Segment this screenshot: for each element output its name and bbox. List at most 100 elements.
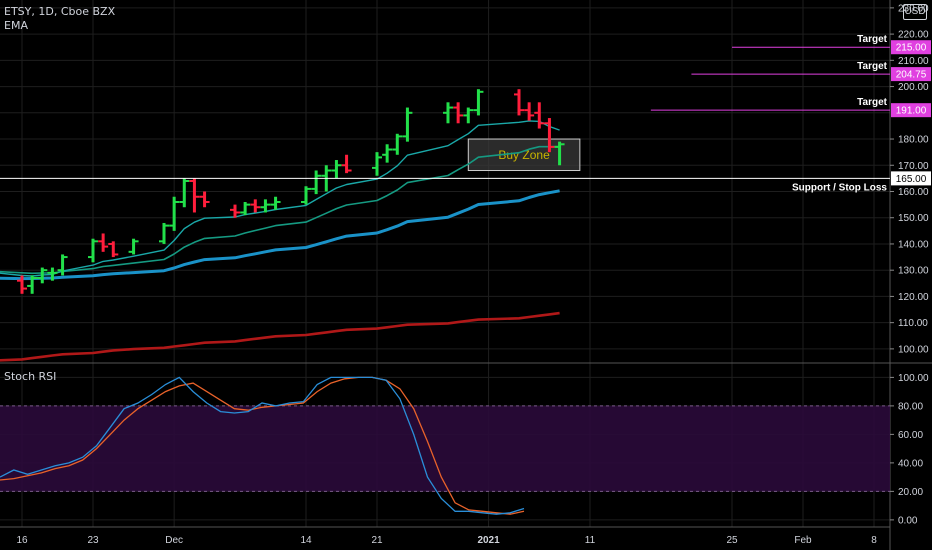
stoch-rsi-pane xyxy=(0,376,890,515)
price-tick-label: 140.00 xyxy=(898,239,929,250)
ohlc-bar[interactable] xyxy=(240,201,251,216)
price-tick-label: 200.00 xyxy=(898,82,929,93)
ohlc-bar[interactable] xyxy=(382,144,393,163)
ohlc-bar[interactable] xyxy=(473,89,484,116)
ohlc-bar[interactable] xyxy=(463,107,474,124)
target-price-badge[interactable]: 215.00 xyxy=(891,40,931,55)
ohlc-bar[interactable] xyxy=(311,170,322,195)
ohlc-bars xyxy=(17,89,565,294)
target-label: Target xyxy=(857,61,887,72)
ohlc-bar[interactable] xyxy=(524,102,535,121)
price-tick-label: 170.00 xyxy=(898,161,929,172)
ohlc-bar[interactable] xyxy=(392,133,403,155)
ohlc-bar[interactable] xyxy=(331,160,342,179)
price-tick-label: 230.00 xyxy=(898,3,929,14)
badge-bg xyxy=(891,171,931,186)
time-tick-label: 21 xyxy=(371,535,383,546)
ema-indicator-label[interactable]: EMA xyxy=(4,19,28,32)
price-tick-label: 160.00 xyxy=(898,187,929,198)
time-tick-label: 23 xyxy=(87,535,99,546)
ohlc-bar[interactable] xyxy=(270,196,281,210)
ohlc-bar[interactable] xyxy=(372,152,382,176)
time-tick-label: 11 xyxy=(585,535,596,546)
ohlc-bar[interactable] xyxy=(88,238,98,263)
ohlc-bar[interactable] xyxy=(301,186,311,205)
target-price-badge[interactable]: 204.75 xyxy=(891,67,931,82)
currency-button[interactable]: USD xyxy=(903,4,927,20)
ohlc-bar[interactable] xyxy=(57,254,68,276)
badge-label: 215.00 xyxy=(896,43,927,54)
rsi-band xyxy=(0,405,890,492)
price-tick-label: 120.00 xyxy=(898,292,929,303)
ohlc-bar[interactable] xyxy=(534,102,545,129)
time-tick-label: 16 xyxy=(16,535,28,546)
badge-label: 204.75 xyxy=(896,70,927,81)
badge-bg xyxy=(891,103,931,118)
price-tick-label: 130.00 xyxy=(898,266,929,277)
price-tick-label: 210.00 xyxy=(898,56,929,67)
ohlc-bar[interactable] xyxy=(453,102,464,124)
stoch-rsi-k-line xyxy=(0,376,525,515)
stoch-rsi-d-line xyxy=(0,376,525,515)
support-price-badge[interactable]: 165.00 xyxy=(891,171,931,186)
time-tick-label: 2021 xyxy=(477,535,500,546)
ohlc-bar[interactable] xyxy=(128,238,139,255)
ohlc-bar[interactable] xyxy=(47,267,58,281)
ema-lines xyxy=(0,120,560,362)
rsi-tick-label: 80.00 xyxy=(898,401,923,412)
buy-zone-label: Buy Zone xyxy=(498,148,550,162)
ohlc-bar[interactable] xyxy=(17,275,27,294)
ohlc-bar[interactable] xyxy=(544,118,555,153)
ohlc-bar[interactable] xyxy=(514,89,524,116)
price-levels: Support / Stop Loss xyxy=(0,177,890,193)
price-tick-label: 100.00 xyxy=(898,344,929,355)
target-price-badge[interactable]: 191.00 xyxy=(891,103,931,118)
ohlc-bar[interactable] xyxy=(443,102,453,124)
time-axis[interactable]: 16 23 Dec 14 21 2021 11 25 Feb 8 xyxy=(16,535,877,546)
ohlc-bar[interactable] xyxy=(402,107,413,142)
rsi-tick-label: 20.00 xyxy=(898,487,923,498)
price-tick-label: 220.00 xyxy=(898,30,929,41)
ohlc-bar[interactable] xyxy=(169,196,180,231)
ema-slow-line xyxy=(0,189,560,281)
ema-long-line xyxy=(0,311,560,362)
rsi-tick-label: 40.00 xyxy=(898,458,923,469)
ohlc-bar[interactable] xyxy=(554,141,565,166)
ohlc-bar[interactable] xyxy=(189,178,200,213)
time-tick-label: Feb xyxy=(794,535,812,546)
ohlc-bar[interactable] xyxy=(179,178,190,208)
ema-mid-line xyxy=(0,145,560,275)
time-tick-label: 8 xyxy=(871,535,877,546)
buy-zone[interactable]: Buy Zone xyxy=(467,138,581,172)
time-tick-label: Dec xyxy=(165,535,183,546)
ohlc-bar[interactable] xyxy=(260,199,271,213)
ohlc-bar[interactable] xyxy=(159,222,169,244)
stoch-rsi-label[interactable]: Stoch RSI xyxy=(4,370,57,383)
target-lines: Target Target Target xyxy=(650,34,890,111)
rsi-tick-label: 0.00 xyxy=(898,515,918,526)
ohlc-bar[interactable] xyxy=(108,241,119,258)
time-tick-label: 25 xyxy=(726,535,738,546)
price-tick-label: 110.00 xyxy=(898,318,928,329)
ohlc-bar[interactable] xyxy=(27,275,38,294)
target-label: Target xyxy=(857,34,887,45)
symbol-title[interactable]: ETSY, 1D, Cboe BZX xyxy=(4,5,116,18)
rsi-tick-label: 60.00 xyxy=(898,430,923,441)
ema-fast-line xyxy=(0,120,560,277)
price-tick-label: 180.00 xyxy=(898,135,929,146)
badge-bg xyxy=(891,67,931,82)
badge-bg xyxy=(891,40,931,55)
target-label: Target xyxy=(857,97,887,108)
badge-label: 165.00 xyxy=(896,174,927,185)
ohlc-bar[interactable] xyxy=(199,191,210,208)
ohlc-bar[interactable] xyxy=(230,204,240,218)
ohlc-bar[interactable] xyxy=(341,154,352,174)
ohlc-bar[interactable] xyxy=(98,233,109,252)
time-tick-label: 14 xyxy=(300,535,312,546)
price-tick-label: 150.00 xyxy=(898,213,929,224)
ohlc-bar[interactable] xyxy=(250,199,261,213)
badge-label: 191.00 xyxy=(896,106,927,117)
ohlc-bar[interactable] xyxy=(37,267,48,284)
price-axis[interactable]: 230.00 220.00 210.00 200.00 180.00 170.00 160.… xyxy=(890,3,931,526)
